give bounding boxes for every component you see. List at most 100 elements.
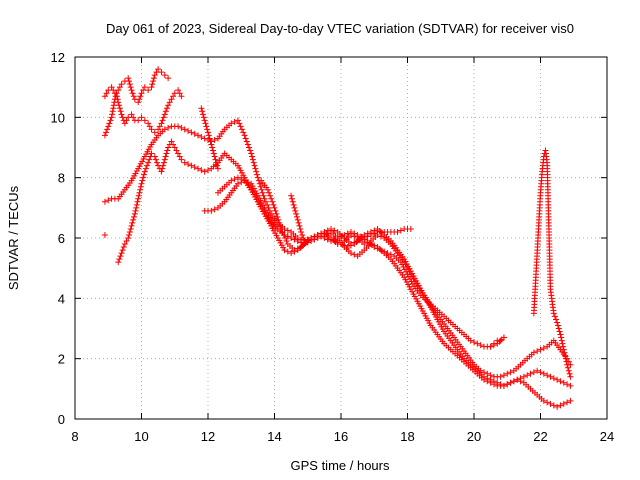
data-point [113, 90, 120, 97]
data-point [141, 84, 148, 91]
data-point [178, 93, 185, 100]
data-point [125, 235, 132, 241]
data-point [118, 250, 125, 257]
data-point [246, 144, 253, 151]
y-tick-label: 12 [51, 50, 65, 65]
data-point [211, 136, 218, 143]
data-point [544, 399, 551, 406]
data-point [562, 355, 569, 362]
data-point [165, 75, 172, 82]
data-point [158, 168, 165, 175]
data-point [119, 247, 126, 254]
data-point [171, 144, 178, 151]
data-point [149, 81, 156, 88]
data-point [557, 402, 564, 409]
data-point [530, 349, 537, 356]
data-point [132, 207, 139, 214]
data-point [158, 69, 165, 76]
data-point [344, 230, 351, 237]
data-point [170, 93, 177, 100]
data-point [114, 96, 121, 103]
data-point [497, 381, 504, 388]
data-point [125, 75, 132, 82]
data-point [560, 379, 567, 386]
data-point [273, 210, 280, 217]
data-point [284, 233, 291, 240]
data-point [181, 126, 188, 133]
data-point [141, 117, 148, 124]
data-point [341, 231, 348, 238]
data-point [477, 342, 484, 349]
data-point [561, 349, 568, 356]
data-point [202, 120, 209, 127]
data-point [175, 123, 182, 130]
data-point [203, 123, 210, 130]
data-point [181, 159, 188, 166]
data-point [110, 105, 117, 112]
data-point [534, 367, 541, 374]
data-point [276, 219, 283, 226]
data-point [397, 227, 404, 234]
data-point [138, 114, 145, 121]
data-point [282, 235, 289, 241]
data-point [241, 132, 248, 139]
data-point [265, 189, 272, 196]
data-point [118, 81, 125, 88]
data-point [166, 99, 173, 106]
y-tick-label: 10 [51, 110, 65, 125]
data-points [101, 66, 574, 410]
data-point [554, 376, 561, 383]
data-point [131, 213, 138, 220]
data-point [114, 93, 121, 100]
data-point [165, 124, 172, 131]
data-point [137, 186, 144, 193]
data-point [567, 373, 574, 380]
data-point [295, 219, 302, 226]
data-point [234, 180, 241, 187]
x-tick-label: 24 [600, 429, 614, 444]
data-point [261, 195, 268, 202]
data-point [288, 250, 295, 257]
data-point [168, 138, 175, 145]
data-point [204, 126, 211, 133]
data-point [126, 81, 133, 88]
data-point [371, 230, 378, 237]
data-point [318, 231, 325, 238]
chart-title: Day 061 of 2023, Sidereal Day-to-day VTE… [106, 21, 574, 36]
x-tick-label: 16 [334, 429, 348, 444]
data-point [108, 84, 115, 91]
data-point [560, 343, 567, 350]
data-point [152, 156, 159, 163]
data-point [254, 174, 261, 181]
data-point [168, 96, 175, 103]
data-point [407, 225, 414, 232]
data-point [564, 399, 571, 406]
data-point [145, 159, 152, 166]
data-point [277, 222, 284, 229]
data-point [135, 195, 142, 202]
data-point [550, 310, 557, 317]
data-point [104, 126, 111, 133]
data-point [116, 256, 123, 263]
data-point [159, 165, 166, 172]
data-point [331, 238, 338, 245]
data-point [565, 367, 572, 374]
data-point [249, 156, 256, 163]
data-point [497, 337, 504, 344]
series-track-e [201, 177, 574, 410]
data-point [540, 370, 547, 377]
data-point [115, 99, 122, 106]
data-point [126, 231, 133, 238]
data-point [131, 210, 138, 217]
data-point [275, 216, 282, 223]
data-point [324, 227, 331, 234]
data-point [176, 153, 183, 160]
x-tick-label: 10 [134, 429, 148, 444]
data-point [126, 78, 133, 85]
data-point [211, 206, 218, 213]
data-point [137, 93, 144, 100]
data-point [554, 403, 561, 410]
data-point [144, 162, 151, 169]
data-point [524, 372, 531, 379]
